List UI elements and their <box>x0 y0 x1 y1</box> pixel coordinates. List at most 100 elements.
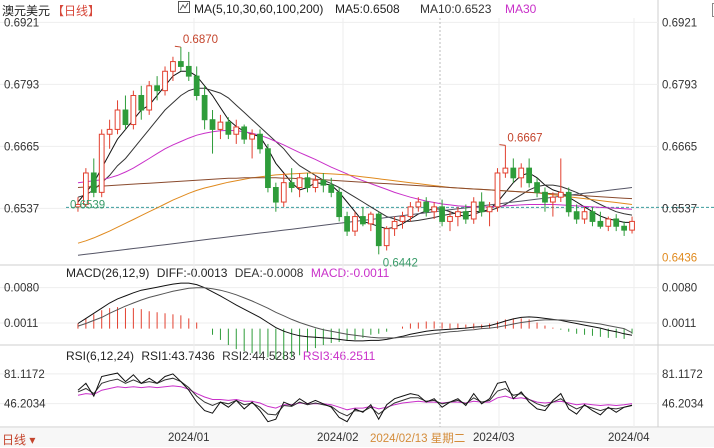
macd-legend: MACD(26,12,9) DIFF:-0.0013 DEA:-0.0008 M… <box>66 266 393 280</box>
candle-body <box>185 65 192 77</box>
candle-body <box>312 179 319 189</box>
candle-body <box>201 94 208 121</box>
candle-body <box>542 191 548 203</box>
candle-body <box>415 201 422 208</box>
candle-body <box>581 211 588 220</box>
candle-body <box>177 61 184 67</box>
high-annotation: 0.6870 <box>183 34 218 46</box>
candle-body <box>114 109 121 130</box>
mid-high-annotation: 0.6667 <box>507 132 542 144</box>
candle-body <box>170 61 176 72</box>
candle-body <box>478 201 485 213</box>
date-axis-label: 2024/03 <box>473 432 515 444</box>
candle-body <box>90 172 97 193</box>
rsi2-value: RSI2:44.5283 <box>222 349 296 363</box>
candle-body <box>439 206 445 222</box>
date-axis-label: 2024/04 <box>608 432 650 444</box>
candle-body <box>621 225 628 231</box>
candle-body <box>320 179 327 186</box>
ma-line-ma5 <box>77 70 632 230</box>
rsi-line-rsi2 <box>77 377 633 417</box>
candle-body <box>352 216 358 232</box>
candle-body <box>431 206 438 213</box>
candle-body <box>249 133 255 140</box>
candle-body <box>162 70 168 92</box>
rsi-line-rsi3 <box>77 385 633 411</box>
candle-body <box>217 121 224 130</box>
candle-body <box>288 182 295 189</box>
candle-body <box>328 184 335 193</box>
candle-body <box>106 128 113 135</box>
candle-body <box>209 119 216 130</box>
candle-body <box>605 218 612 227</box>
candle-body <box>82 172 89 205</box>
ma5-value: MA5:0.6508 <box>335 2 400 16</box>
candle-body <box>375 213 382 247</box>
candle-body <box>296 177 303 189</box>
candle-body <box>98 133 105 193</box>
candle-body <box>462 211 469 220</box>
candle-body <box>518 167 525 179</box>
candle-body <box>265 148 271 189</box>
macd-dea-value: DEA:-0.0008 <box>234 266 304 280</box>
macd-macd-value: MACD:-0.0011 <box>310 266 390 280</box>
chart-header: 澳元美元 【日线】 MA(5,10,30,60,100,200) MA5:0.6… <box>0 0 714 18</box>
period-footer-label: 日线 <box>2 433 27 447</box>
macd-title: MACD(26,12,9) <box>66 266 150 280</box>
macd-axis-label-right: 0.0080 <box>662 283 697 295</box>
rsi-layer <box>77 372 633 423</box>
candle-body <box>360 216 366 225</box>
date-axis-label: 2024/01 <box>168 432 210 444</box>
price-axis-label-right: 0.6665 <box>662 141 697 153</box>
candle-body <box>146 85 153 111</box>
candle-body <box>470 201 477 220</box>
candle-body <box>502 167 509 174</box>
low-annotation: 0.6442 <box>383 257 418 269</box>
price-axis-label-right: 0.6793 <box>662 79 697 91</box>
candle-body <box>494 172 501 208</box>
candle-body <box>280 182 287 203</box>
ma10-value: MA10:0.6523 <box>420 2 492 16</box>
candle-body <box>75 203 81 208</box>
price-axis-low-label: 0.6436 <box>662 252 697 264</box>
candle-body <box>241 126 248 140</box>
period-footer[interactable]: 日线 ▾ <box>2 431 35 448</box>
candle-body <box>193 75 200 96</box>
axis-layer: 0.6921 0.6921 0.6793 0.6793 0.6665 0.6665 0.65… <box>4 17 704 444</box>
candle-body <box>154 85 160 92</box>
candle-body <box>447 216 453 222</box>
macd-dea-line <box>77 287 633 339</box>
period-badge[interactable]: 【日线】 <box>52 4 101 18</box>
rsi-axis-label-right: 46.2034 <box>662 399 704 411</box>
candle-body <box>122 109 129 126</box>
candle-body <box>399 216 406 222</box>
price-axis-label-left: 0.6537 <box>4 203 39 215</box>
candle-body <box>550 196 556 203</box>
candle-body <box>272 187 279 203</box>
macd-axis-label-left: 0.0080 <box>4 283 39 295</box>
macd-layer <box>77 282 633 360</box>
candle-body <box>257 133 263 150</box>
ma-line-ma100 <box>77 177 633 200</box>
candle-body <box>534 182 540 193</box>
rsi1-value: RSI1:43.7436 <box>141 349 215 363</box>
rsi-line-rsi1 <box>77 372 633 423</box>
price-axis-label-left: 0.6793 <box>4 79 39 91</box>
candle-body <box>526 167 533 184</box>
macd-diff-line <box>77 282 633 342</box>
candle-body <box>344 216 350 232</box>
candle-body <box>557 191 564 198</box>
candle-body <box>455 211 461 218</box>
price-axis-label-left: 0.6921 <box>4 17 39 29</box>
candle-body <box>407 206 414 218</box>
high-annotation-pointer <box>174 45 181 48</box>
macd-axis-label-left: 0.0011 <box>4 318 38 330</box>
ma30-label: MA30 <box>505 2 537 16</box>
indicator-toggle-icon[interactable] <box>178 1 190 16</box>
rsi-legend: RSI(6,12,24) RSI1:43.7436 RSI2:44.5283 R… <box>66 349 379 363</box>
candle-body <box>589 211 596 222</box>
close-icon[interactable]: ✕ <box>712 3 714 17</box>
candle-body <box>423 201 430 213</box>
